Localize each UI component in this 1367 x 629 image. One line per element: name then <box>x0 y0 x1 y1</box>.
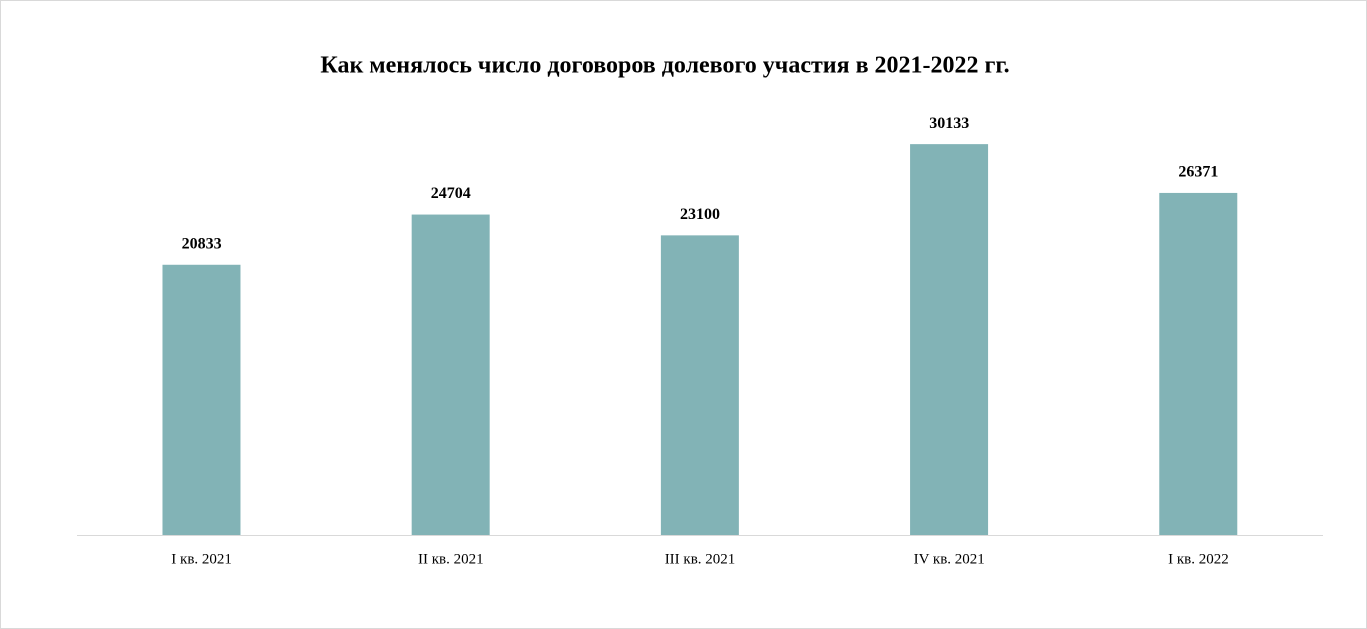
x-tick-label: I кв. 2021 <box>171 551 232 567</box>
x-tick-label: I кв. 2022 <box>1168 551 1229 567</box>
x-tick-label: IV кв. 2021 <box>914 551 985 567</box>
bar <box>910 144 989 535</box>
bar <box>162 264 241 535</box>
value-label: 26371 <box>1178 164 1218 181</box>
bar <box>411 214 490 535</box>
value-label: 30133 <box>929 115 969 132</box>
value-label: 20833 <box>182 235 222 252</box>
value-label: 23100 <box>680 206 720 223</box>
bar <box>1159 192 1238 535</box>
value-label: 24704 <box>431 185 471 202</box>
x-tick-label: II кв. 2021 <box>418 551 484 567</box>
x-tick-label: III кв. 2021 <box>665 551 736 567</box>
bar <box>660 235 739 536</box>
chart-title: Как менялось число договоров долевого уч… <box>320 53 1009 79</box>
